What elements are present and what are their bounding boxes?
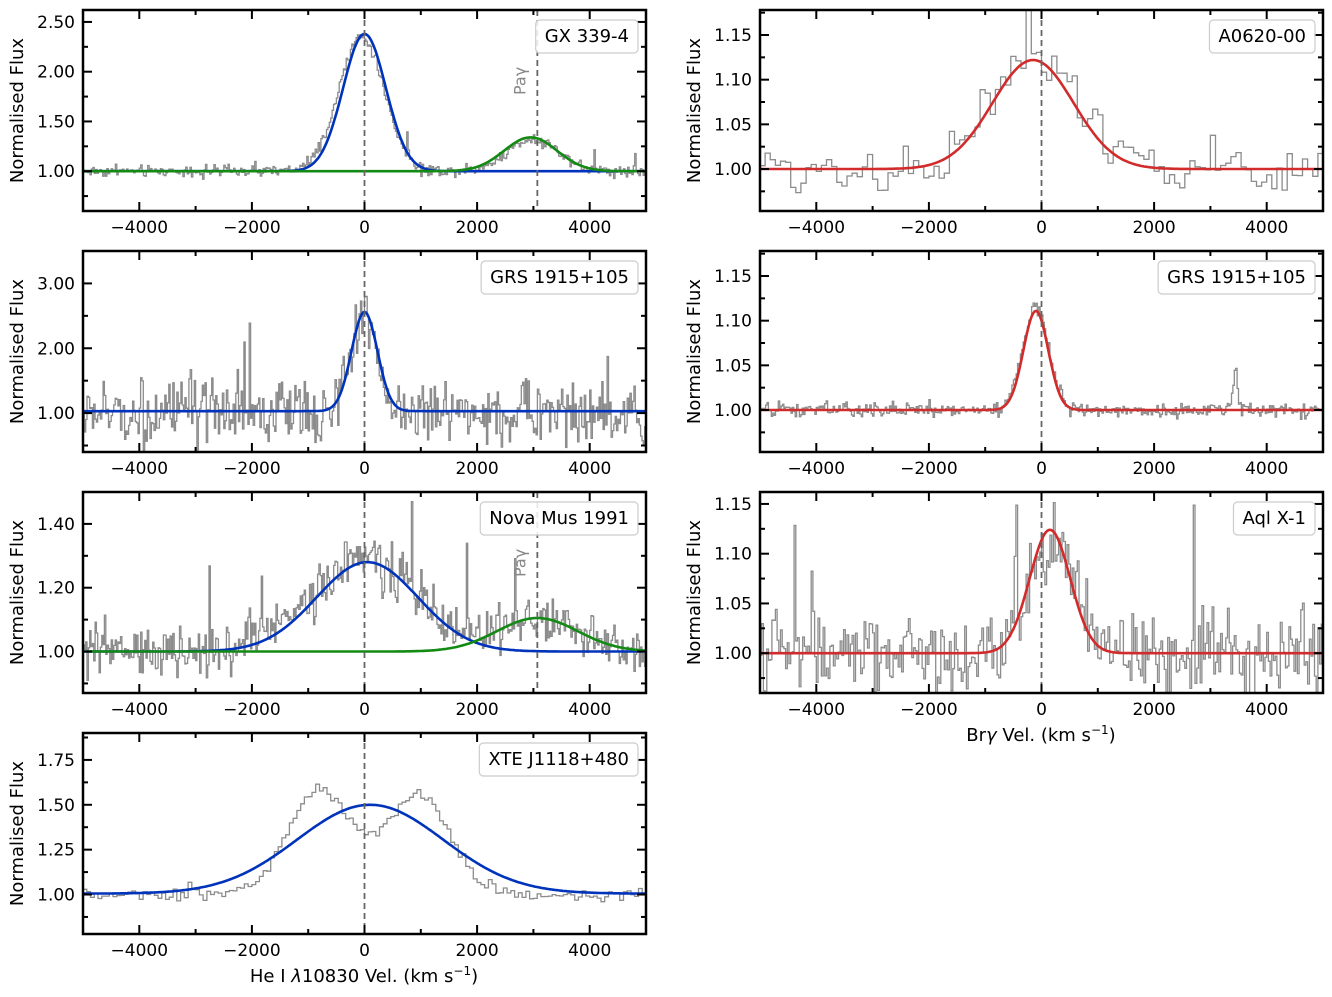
fit-line-grs1915_br-0 — [760, 309, 1323, 412]
legend-box-gx339 — [535, 19, 639, 54]
xtick-label-a0620: 0 — [1036, 218, 1047, 238]
xtick-label-grs1915_br: −2000 — [900, 459, 958, 479]
panel-novamus: Paγ −4000 −2000 0 2000 4000 1.00 1.20 1.40 Normal… — [7, 490, 648, 720]
brgamma-velocity-axis-label: Brγ Vel. (km s−1) — [966, 723, 1115, 746]
xtick-label-a0620: 4000 — [1245, 218, 1288, 238]
legend-box-grs1915_br — [1157, 260, 1316, 295]
xtick-label-gx339: −4000 — [111, 218, 169, 238]
xtick-label-grs1915_he: 2000 — [455, 459, 498, 479]
legend-title-grs1915_br: GRS 1915+105 — [1167, 267, 1306, 288]
xtick-label-aqlx1: −2000 — [900, 700, 958, 720]
ytick-label-xtej1118: 1.25 — [37, 841, 75, 861]
ytick-label-aqlx1: 1.05 — [714, 594, 752, 614]
legend-box-novamus — [479, 501, 639, 536]
ytick-label-a0620: 1.00 — [714, 160, 752, 180]
ytick-label-aqlx1: 1.15 — [714, 495, 752, 515]
ytick-label-xtej1118: 1.75 — [37, 751, 75, 771]
ytick-label-gx339: 2.50 — [37, 13, 75, 33]
ytick-label-grs1915_br: 1.05 — [714, 356, 752, 376]
ytick-label-novamus: 1.40 — [37, 515, 75, 535]
legend-title-novamus: Nova Mus 1991 — [489, 508, 629, 529]
xtick-label-aqlx1: −4000 — [788, 700, 846, 720]
xtick-label-grs1915_br: 2000 — [1132, 459, 1175, 479]
xtick-label-xtej1118: 0 — [359, 941, 370, 961]
xtick-label-xtej1118: 4000 — [568, 941, 611, 961]
legend-title-aqlx1: Aql X-1 — [1242, 508, 1306, 529]
panel-grs1915_he: −4000 −2000 0 2000 4000 1.00 2.00 3.00 Normalise… — [7, 249, 648, 479]
legend-title-a0620: A0620-00 — [1218, 26, 1306, 47]
xtick-label-aqlx1: 2000 — [1132, 700, 1175, 720]
ytick-label-gx339: 2.00 — [37, 63, 75, 83]
legend-title-xtej1118: XTE J1118+480 — [488, 749, 629, 770]
xtick-label-aqlx1: 0 — [1036, 700, 1047, 720]
xtick-label-grs1915_he: 0 — [359, 459, 370, 479]
ylabel-gx339: Normalised Flux — [7, 38, 28, 183]
ytick-label-gx339: 1.50 — [37, 112, 75, 132]
pa-gamma-label-gx339: Paγ — [510, 67, 529, 95]
panel-a0620: −4000 −2000 0 2000 4000 1.00 1.05 1.10 1.15 Norma… — [684, 8, 1325, 238]
pa-gamma-label-novamus: Paγ — [510, 549, 529, 577]
legend-box-a0620 — [1208, 19, 1316, 54]
xtick-label-novamus: −2000 — [223, 700, 281, 720]
xtick-label-a0620: −4000 — [788, 218, 846, 238]
xtick-label-novamus: 2000 — [455, 700, 498, 720]
ylabel-novamus: Normalised Flux — [7, 520, 28, 665]
ytick-label-novamus: 1.20 — [37, 579, 75, 599]
ytick-label-gx339: 1.00 — [37, 162, 75, 182]
xtick-label-a0620: −2000 — [900, 218, 958, 238]
panel-gx339: Paγ −4000 −2000 0 2000 4000 1.00 1.50 2.00 2.50 No… — [7, 8, 648, 238]
panel-xtej1118: −4000 −2000 0 2000 4000 1.00 1.25 1.50 1.75 Norma… — [7, 731, 648, 961]
panel-grs1915_br: −4000 −2000 0 2000 4000 1.00 1.05 1.10 1.15 Norma… — [684, 249, 1325, 479]
ytick-label-grs1915_he: 2.00 — [37, 339, 75, 359]
hei-velocity-axis-label: He I λ10830 Vel. (km s−1) — [250, 964, 478, 987]
xtick-label-gx339: 4000 — [568, 218, 611, 238]
xtick-label-novamus: −4000 — [111, 700, 169, 720]
ylabel-a0620: Normalised Flux — [684, 38, 705, 183]
ylabel-xtej1118: Normalised Flux — [7, 761, 28, 906]
legend-box-xtej1118 — [478, 742, 639, 777]
xtick-label-gx339: −2000 — [223, 218, 281, 238]
ylabel-grs1915_br: Normalised Flux — [684, 279, 705, 424]
legend-box-aqlx1 — [1232, 501, 1316, 536]
ytick-label-a0620: 1.15 — [714, 26, 752, 46]
xtick-label-grs1915_br: 0 — [1036, 459, 1047, 479]
xtick-label-xtej1118: −4000 — [111, 941, 169, 961]
xtick-label-grs1915_he: −4000 — [111, 459, 169, 479]
xtick-label-grs1915_he: −2000 — [223, 459, 281, 479]
ylabel-grs1915_he: Normalised Flux — [7, 279, 28, 424]
ytick-label-a0620: 1.10 — [714, 71, 752, 91]
xtick-label-gx339: 2000 — [455, 218, 498, 238]
ytick-label-xtej1118: 1.00 — [37, 886, 75, 906]
xtick-label-gx339: 0 — [359, 218, 370, 238]
legend-title-grs1915_he: GRS 1915+105 — [490, 267, 629, 288]
legend-title-gx339: GX 339-4 — [545, 26, 629, 47]
ytick-label-grs1915_he: 3.00 — [37, 274, 75, 294]
ytick-label-aqlx1: 1.00 — [714, 644, 752, 664]
ytick-label-a0620: 1.05 — [714, 115, 752, 135]
xtick-label-grs1915_he: 4000 — [568, 459, 611, 479]
ytick-label-grs1915_he: 1.00 — [37, 404, 75, 424]
xtick-label-a0620: 2000 — [1132, 218, 1175, 238]
ytick-label-novamus: 1.00 — [37, 643, 75, 663]
xtick-label-aqlx1: 4000 — [1245, 700, 1288, 720]
fit-line-novamus-1 — [83, 616, 646, 653]
panel-aqlx1: −4000 −2000 0 2000 4000 1.00 1.05 1.10 1.15 Norma… — [684, 490, 1325, 720]
xtick-label-xtej1118: −2000 — [223, 941, 281, 961]
ytick-label-xtej1118: 1.50 — [37, 796, 75, 816]
xtick-label-novamus: 0 — [359, 700, 370, 720]
ytick-label-grs1915_br: 1.10 — [714, 312, 752, 332]
legend-box-grs1915_he — [480, 260, 639, 295]
ylabel-aqlx1: Normalised Flux — [684, 520, 705, 665]
xtick-label-grs1915_br: −4000 — [788, 459, 846, 479]
fit-line-aqlx1-0 — [760, 528, 1323, 655]
xtick-label-xtej1118: 2000 — [455, 941, 498, 961]
ytick-label-grs1915_br: 1.00 — [714, 401, 752, 421]
observed-spectrum-gx339 — [83, 33, 646, 180]
xtick-label-grs1915_br: 4000 — [1245, 459, 1288, 479]
ytick-label-grs1915_br: 1.15 — [714, 267, 752, 287]
xtick-label-novamus: 4000 — [568, 700, 611, 720]
ytick-label-aqlx1: 1.10 — [714, 545, 752, 565]
